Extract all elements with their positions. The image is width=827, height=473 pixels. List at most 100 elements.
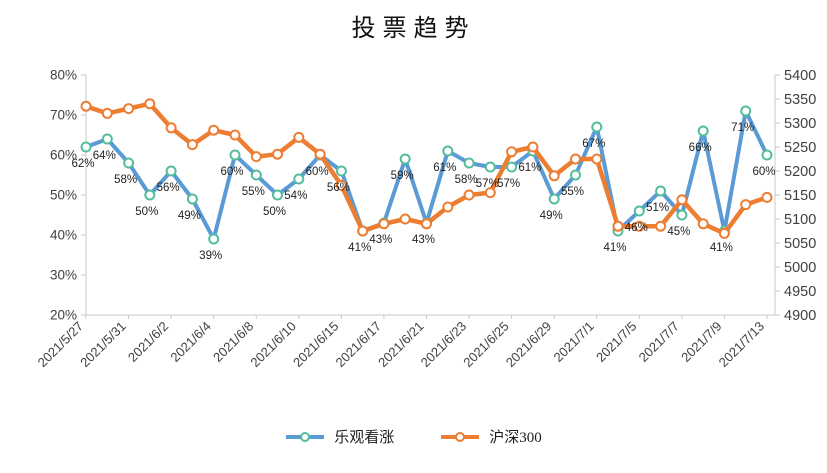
data-label-bullish: 59% xyxy=(391,170,414,182)
data-point-bullish xyxy=(655,185,667,197)
data-label-bullish: 54% xyxy=(284,190,307,202)
data-point-bullish xyxy=(229,149,241,161)
data-point-bullish xyxy=(101,133,113,145)
data-label-bullish: 60% xyxy=(306,166,329,178)
data-label-bullish: 51% xyxy=(646,202,669,214)
data-point-bullish xyxy=(484,161,496,173)
right-axis-tick-label: 5150 xyxy=(784,188,816,204)
x-axis-tick-label: 2021/6/17 xyxy=(333,319,385,371)
data-point-hs300 xyxy=(357,225,369,237)
data-point-bullish xyxy=(442,145,454,157)
data-point-hs300 xyxy=(633,220,645,232)
left-axis-tick-label: 20% xyxy=(50,308,77,323)
data-point-hs300 xyxy=(272,148,283,160)
data-label-bullish: 57% xyxy=(497,178,520,190)
data-label-bullish: 56% xyxy=(157,182,180,194)
data-label-bullish: 64% xyxy=(93,150,116,162)
x-axis-tick-label: 2021/6/21 xyxy=(375,319,427,371)
data-point-bullish xyxy=(399,153,411,165)
data-point-hs300 xyxy=(186,139,198,151)
data-point-hs300 xyxy=(676,194,688,206)
left-axis-tick-label: 60% xyxy=(50,148,77,163)
data-point-bullish xyxy=(633,205,645,217)
chart-legend: 乐观看涨 沪深300 xyxy=(0,426,827,447)
data-point-hs300 xyxy=(208,124,220,136)
data-point-bullish xyxy=(676,209,688,221)
data-label-bullish: 49% xyxy=(540,210,563,222)
data-label-bullish: 50% xyxy=(263,206,286,218)
data-point-bullish xyxy=(697,125,709,137)
data-point-bullish xyxy=(740,105,752,117)
data-point-hs300 xyxy=(229,129,241,141)
x-axis-tick-label: 2021/6/10 xyxy=(247,319,299,371)
x-axis-tick-label: 2021/5/27 xyxy=(35,319,87,371)
right-axis-tick-label: 5100 xyxy=(784,212,816,228)
data-point-hs300 xyxy=(527,141,539,153)
data-point-bullish xyxy=(123,157,135,169)
data-point-bullish xyxy=(208,233,220,245)
data-point-bullish xyxy=(570,169,581,181)
legend-label-bullish: 乐观看涨 xyxy=(334,430,395,446)
left-axis-tick-label: 70% xyxy=(50,108,77,123)
data-label-bullish: 66% xyxy=(689,142,712,154)
data-point-bullish xyxy=(165,165,177,177)
right-axis-tick-label: 5250 xyxy=(784,140,816,156)
data-point-hs300 xyxy=(655,220,667,232)
data-point-bullish xyxy=(272,189,283,201)
data-point-bullish xyxy=(463,157,475,169)
data-point-hs300 xyxy=(399,213,411,225)
left-axis-tick-label: 40% xyxy=(50,228,77,243)
data-point-bullish xyxy=(80,141,92,153)
x-axis-tick-label: 2021/6/23 xyxy=(418,319,470,371)
data-point-bullish xyxy=(506,161,518,173)
data-point-hs300 xyxy=(101,107,113,119)
right-axis-tick-label: 5050 xyxy=(784,236,816,252)
data-point-hs300 xyxy=(612,220,624,232)
data-point-bullish xyxy=(761,149,773,161)
data-label-bullish: 60% xyxy=(220,166,243,178)
x-axis-tick-label: 2021/6/2 xyxy=(125,319,171,365)
right-axis-tick-label: 5200 xyxy=(784,164,816,180)
data-point-bullish xyxy=(293,173,305,185)
data-label-bullish: 49% xyxy=(178,210,201,222)
line-marker-icon xyxy=(441,431,480,442)
data-label-bullish: 50% xyxy=(135,206,158,218)
x-axis-tick-label: 2021/6/29 xyxy=(503,319,555,371)
data-point-hs300 xyxy=(378,218,390,230)
data-point-hs300 xyxy=(314,148,326,160)
data-point-hs300 xyxy=(421,218,432,230)
data-point-hs300 xyxy=(144,98,156,110)
data-label-bullish: 60% xyxy=(752,166,775,178)
right-axis-tick-label: 5400 xyxy=(784,68,816,84)
x-axis-tick-label: 2021/7/7 xyxy=(636,319,682,365)
x-axis-tick-label: 2021/7/13 xyxy=(716,319,768,371)
data-label-bullish: 45% xyxy=(667,226,690,238)
data-label-bullish: 57% xyxy=(476,178,499,190)
legend-item-bullish[interactable]: 乐观看涨 xyxy=(285,426,394,447)
data-label-bullish: 41% xyxy=(348,242,371,254)
data-point-hs300 xyxy=(548,170,560,182)
data-point-hs300 xyxy=(442,201,454,213)
data-point-hs300 xyxy=(123,103,135,115)
data-label-bullish: 55% xyxy=(242,186,265,198)
data-label-bullish: 55% xyxy=(561,186,584,198)
right-axis-tick-label: 4900 xyxy=(784,308,816,324)
data-point-hs300 xyxy=(165,122,177,134)
data-point-hs300 xyxy=(570,153,581,165)
data-point-hs300 xyxy=(250,151,262,163)
data-point-hs300 xyxy=(591,153,603,165)
data-label-bullish: 61% xyxy=(518,162,541,174)
data-point-hs300 xyxy=(761,191,773,203)
data-label-bullish: 67% xyxy=(582,138,605,150)
data-label-bullish: 71% xyxy=(731,122,754,134)
data-point-bullish xyxy=(548,193,560,205)
data-point-hs300 xyxy=(740,199,752,211)
data-point-hs300 xyxy=(484,187,496,199)
data-label-bullish: 43% xyxy=(369,234,392,246)
data-point-bullish xyxy=(335,165,347,177)
legend-item-hs300[interactable]: 沪深300 xyxy=(440,426,542,447)
x-axis-tick-label: 2021/7/5 xyxy=(593,319,639,365)
line-marker-icon xyxy=(286,431,325,442)
